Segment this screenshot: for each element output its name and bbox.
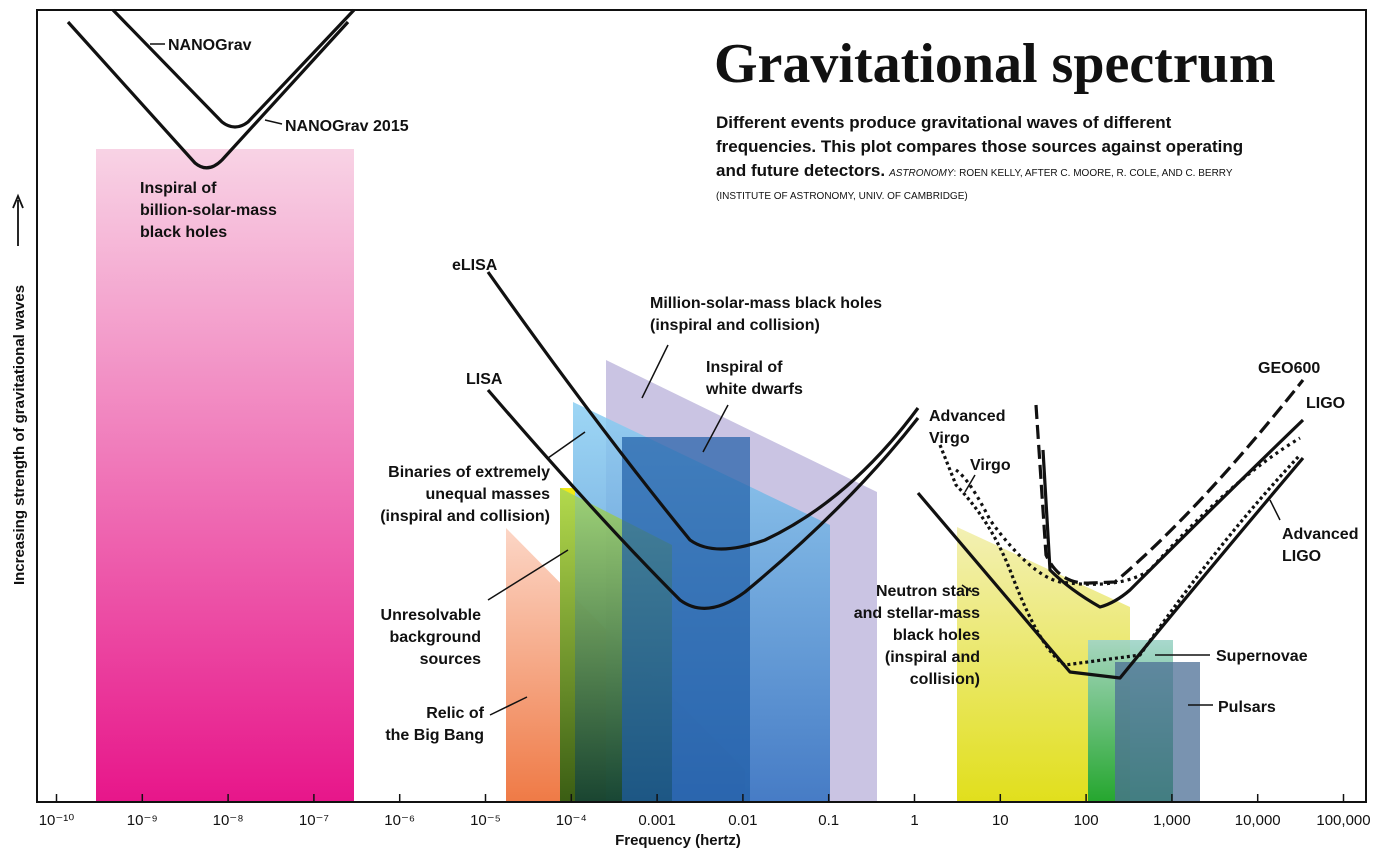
title: Gravitational spectrum bbox=[714, 33, 1275, 95]
detector-label: Advanced bbox=[1282, 526, 1358, 543]
x-tick-label: 10⁻⁵ bbox=[470, 812, 501, 829]
virgo-curve bbox=[955, 436, 1301, 586]
credit-source: ASTRONOMY bbox=[888, 168, 955, 179]
source-label: unequal masses bbox=[426, 486, 551, 503]
x-tick-label: 100,000 bbox=[1316, 812, 1370, 829]
source-label: billion-solar-mass bbox=[140, 202, 277, 219]
ligo-curve bbox=[1041, 418, 1305, 609]
leader bbox=[547, 431, 586, 459]
source-label: Supernovae bbox=[1216, 648, 1308, 665]
detector-label: GEO600 bbox=[1258, 360, 1320, 377]
detector-label: NANOGrav bbox=[168, 37, 252, 54]
source-label: (inspiral and collision) bbox=[380, 508, 550, 525]
x-tick-label: 10,000 bbox=[1235, 812, 1281, 829]
source-label: Binaries of extremely bbox=[388, 464, 550, 481]
detector-label: Virgo bbox=[929, 430, 970, 447]
lisa-curve bbox=[486, 388, 920, 610]
source-label: black holes bbox=[140, 224, 227, 241]
source-label: (inspiral and collision) bbox=[650, 317, 820, 334]
source-label: white dwarfs bbox=[705, 381, 803, 398]
plot-frame bbox=[36, 9, 1367, 803]
curves bbox=[66, 8, 1305, 680]
detector-label: LIGO bbox=[1306, 395, 1345, 412]
x-tick-label: 10⁻¹⁰ bbox=[39, 812, 75, 829]
detector-label: LISA bbox=[466, 371, 503, 388]
source-label: Neutron stars bbox=[876, 583, 980, 600]
detector-label: eLISA bbox=[452, 257, 498, 274]
subtitle: and future detectors. ASTRONOMY: ROEN KEL… bbox=[716, 161, 1233, 180]
billion-region bbox=[96, 149, 354, 802]
source-labels: Inspiral of billion-solar-mass black holes… bbox=[140, 180, 1308, 744]
y-arrow bbox=[12, 193, 24, 246]
x-tick-label: 0.01 bbox=[728, 812, 757, 829]
leader bbox=[961, 584, 973, 593]
subtitle: and future detectors. bbox=[716, 161, 885, 180]
y-axis-label: Increasing strength of gravitational wav… bbox=[11, 285, 28, 585]
source-label: background bbox=[389, 629, 481, 646]
source-label: Inspiral of bbox=[706, 359, 783, 376]
regions bbox=[96, 149, 1200, 802]
neutron-region bbox=[957, 527, 1130, 802]
x-tick-label: 0.001 bbox=[638, 812, 676, 829]
elisa-curve bbox=[486, 271, 920, 551]
source-label: Unresolvable bbox=[381, 607, 482, 624]
x-tick-label: 10⁻⁸ bbox=[213, 812, 244, 829]
detector-label: Advanced bbox=[929, 408, 1005, 425]
leader bbox=[264, 119, 283, 125]
x-tick-label: 100 bbox=[1074, 812, 1099, 829]
leader bbox=[964, 474, 976, 493]
source-label: the Big Bang bbox=[385, 727, 484, 744]
x-tick-label: 0.1 bbox=[818, 812, 839, 829]
credit: (INSTITUTE OF ASTRONOMY, UNIV. OF CAMBRI… bbox=[716, 191, 968, 202]
source-label: Inspiral of bbox=[140, 180, 217, 197]
pulsars-region bbox=[1115, 662, 1200, 802]
detector-label: Virgo bbox=[970, 457, 1011, 474]
source-label: collision) bbox=[910, 671, 980, 688]
geo600-curve bbox=[1034, 379, 1305, 585]
leader bbox=[641, 344, 669, 399]
source-label: black holes bbox=[893, 627, 980, 644]
leader bbox=[1269, 499, 1281, 521]
leader bbox=[487, 549, 569, 601]
x-tick-label: 10⁻⁹ bbox=[127, 812, 158, 829]
x-tick-label: 10⁻⁶ bbox=[384, 812, 415, 829]
detector-label: LIGO bbox=[1282, 548, 1321, 565]
source-label: and stellar-mass bbox=[854, 605, 980, 622]
x-ticks: 10⁻¹⁰ 10⁻⁹ 10⁻⁸ 10⁻⁷ 10⁻⁶ 10⁻⁵ 10⁻⁴ 0.001 0.01 0.… bbox=[39, 794, 1371, 829]
source-label: (inspiral and bbox=[885, 649, 980, 666]
x-tick-label: 1,000 bbox=[1153, 812, 1191, 829]
white-dwarf-region bbox=[622, 437, 750, 802]
nanograv2015-curve bbox=[66, 20, 350, 170]
leader bbox=[489, 696, 528, 716]
subtitle: frequencies. This plot compares those so… bbox=[716, 137, 1243, 156]
detector-label: NANOGrav 2015 bbox=[285, 118, 409, 135]
x-axis-label: Frequency (hertz) bbox=[615, 832, 741, 849]
x-tick-label: 10 bbox=[992, 812, 1009, 829]
leaders bbox=[150, 43, 1281, 716]
leader bbox=[702, 404, 729, 453]
subtitle: Different events produce gravitational w… bbox=[716, 113, 1172, 132]
source-label: Million-solar-mass black holes bbox=[650, 295, 882, 312]
source-label: sources bbox=[420, 651, 481, 668]
x-tick-label: 10⁻⁷ bbox=[299, 812, 329, 829]
advanced-ligo-curve bbox=[916, 456, 1305, 680]
x-tick-label: 10⁻⁴ bbox=[556, 812, 587, 829]
source-label: Pulsars bbox=[1218, 699, 1276, 716]
credit: : ROEN KELLY, AFTER C. MOORE, R. COLE, A… bbox=[954, 168, 1233, 179]
x-tick-label: 1 bbox=[910, 812, 918, 829]
nanograv-curve bbox=[111, 8, 356, 129]
source-label: Relic of bbox=[426, 705, 484, 722]
